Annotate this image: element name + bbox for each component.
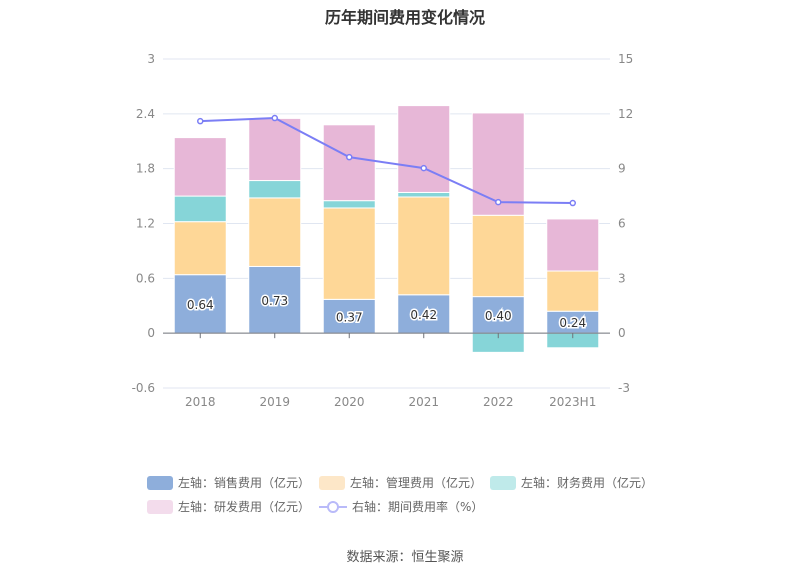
left-tick-label: 1.2 [136, 217, 155, 231]
right-tick-label: 6 [618, 217, 626, 231]
bar-segment [173, 274, 227, 334]
legend-item-rate[interactable]: 右轴：期间费用率（%） [319, 498, 483, 515]
bar-segment [546, 270, 600, 312]
legend-label: 左轴：销售费用（亿元） [178, 476, 311, 490]
data-label: 0.64 [187, 298, 214, 312]
bar-segment [248, 117, 302, 182]
bar-segment [173, 195, 227, 223]
legend-item-finance[interactable]: 左轴：财务费用（亿元） [490, 474, 653, 491]
x-tick-label: 2018 [185, 395, 216, 409]
x-tick-label: 2022 [483, 395, 514, 409]
left-tick-label: 2.4 [136, 107, 155, 121]
bar-segment [322, 200, 376, 209]
x-tick-label: 2023H1 [549, 395, 596, 409]
legend-swatch [147, 475, 173, 490]
left-tick-label: 3 [147, 52, 155, 66]
right-tick-label: 0 [618, 326, 626, 340]
bar-segment [248, 180, 302, 199]
data-label: 0.73 [261, 294, 288, 308]
bar-segment [546, 218, 600, 272]
rate-point [346, 153, 353, 161]
bar-segment [397, 191, 451, 198]
left-tick-label: 0 [147, 326, 155, 340]
rate-point [271, 114, 278, 122]
x-tick-label: 2021 [408, 395, 439, 409]
bar-segment [397, 196, 451, 296]
right-tick-label: 12 [618, 107, 633, 121]
rate-point [420, 164, 427, 172]
right-tick-label: 3 [618, 271, 626, 285]
bar-segment [397, 105, 451, 193]
rate-point [569, 199, 576, 207]
legend-label: 左轴：研发费用（亿元） [178, 500, 311, 514]
bar-segment [471, 112, 525, 216]
rate-line [200, 117, 573, 205]
bar-segment [173, 221, 227, 276]
left-tick-label: -0.6 [132, 381, 155, 395]
x-tick-label: 2020 [334, 395, 365, 409]
left-tick-label: 0.6 [136, 271, 155, 285]
data-source: 数据来源：恒生聚源 [346, 550, 464, 565]
data-label: 0.24 [559, 316, 586, 330]
x-tick-label: 2019 [259, 395, 290, 409]
legend-swatch [319, 475, 345, 490]
legend-label: 右轴：期间费用率（%） [352, 500, 484, 514]
right-tick-label: -3 [618, 381, 630, 395]
data-label: 0.37 [336, 310, 363, 324]
legend-item-rnd[interactable]: 左轴：研发费用（亿元） [147, 498, 310, 515]
bar-segment [248, 197, 302, 267]
data-label: 0.40 [485, 309, 512, 323]
bar-segment [471, 296, 525, 334]
legend-label: 左轴：管理费用（亿元） [350, 476, 483, 490]
legend-label: 左轴：财务费用（亿元） [521, 476, 654, 490]
legend-swatch [147, 499, 173, 514]
right-tick-label: 9 [618, 162, 626, 176]
legend-item-sales[interactable]: 左轴：销售费用（亿元） [147, 474, 310, 491]
bar-segment [322, 124, 376, 202]
right-tick-label: 15 [618, 52, 633, 66]
left-tick-label: 1.8 [136, 162, 155, 176]
chart-title: 历年期间费用变化情况 [324, 8, 485, 27]
bar-segment [173, 137, 227, 197]
rate-point [495, 198, 502, 206]
data-label: 0.42 [410, 308, 437, 322]
legend-swatch [490, 475, 516, 490]
rate-point [197, 117, 204, 125]
legend-item-admin[interactable]: 左轴：管理费用（亿元） [319, 474, 482, 491]
legend-line-icon [319, 500, 347, 513]
bar-segment [322, 207, 376, 300]
bar-segment [471, 214, 525, 298]
